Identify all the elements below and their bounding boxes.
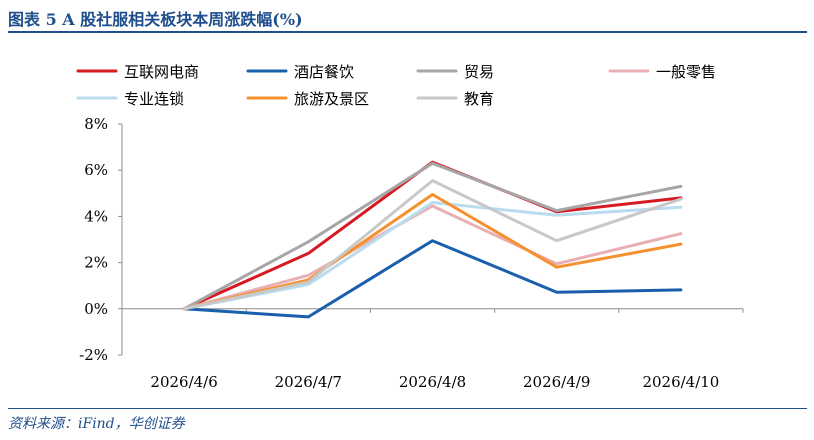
x-tick-label: 2026/4/6: [150, 373, 217, 391]
y-tick-label: 8%: [84, 115, 108, 133]
y-tick-label: -2%: [79, 346, 108, 364]
legend-label: 专业连锁: [124, 90, 184, 108]
series-line-1: [182, 160, 683, 311]
series-line-3: [182, 161, 683, 311]
title-rule: [8, 31, 807, 33]
legend-label: 旅游及景区: [294, 90, 369, 108]
x-tick-label: 2026/4/10: [642, 373, 719, 391]
legend-label: 酒店餐饮: [294, 63, 354, 81]
y-tick-label: 2%: [84, 254, 108, 272]
y-tick-label: 0%: [84, 300, 108, 318]
y-tick-label: 6%: [84, 161, 108, 179]
x-tick-label: 2026/4/8: [399, 373, 466, 391]
legend-label: 教育: [464, 90, 494, 108]
x-tick-label: 2026/4/7: [275, 373, 342, 391]
series-line-7: [182, 179, 683, 311]
source-note: 资料来源：iFind，华创证券: [8, 416, 185, 432]
source-rule: [8, 408, 807, 409]
line-chart: -2% 0% 2% 4% 6% 8% 2026/4/6 2026/4/7 2026/4/8 202…: [76, 63, 744, 391]
legend-label: 互联网电商: [124, 63, 199, 81]
series-line-2: [182, 239, 683, 319]
x-tick-label: 2026/4/9: [523, 373, 590, 391]
legend-label: 一般零售: [656, 63, 716, 81]
y-tick-label: 4%: [84, 207, 108, 225]
series-line-4: [182, 204, 683, 311]
figure-title: 图表 5 A 股社服相关板块本周涨跌幅(%): [8, 10, 303, 29]
legend-label: 贸易: [464, 63, 494, 81]
